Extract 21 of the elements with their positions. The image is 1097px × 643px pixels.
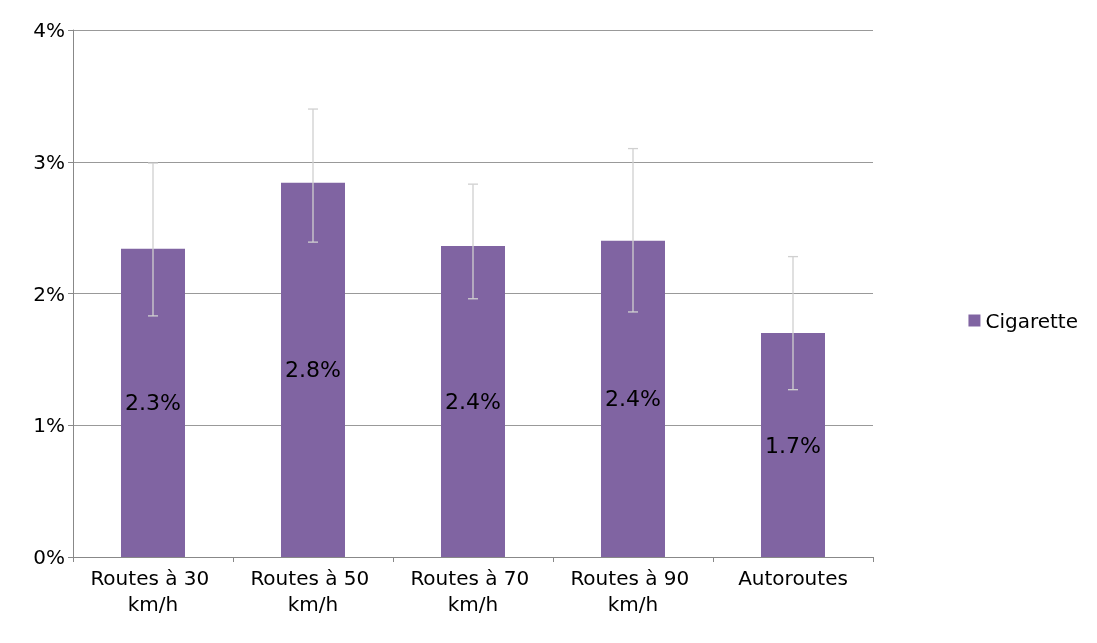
x-tick-label: Routes à 90 km/h [570,566,696,616]
data-label: 1.7% [765,432,821,458]
data-label: 2.4% [445,389,501,415]
x-tick-label: Routes à 50 km/h [250,566,376,616]
bar [441,246,505,557]
data-label: 2.8% [285,357,341,383]
x-tick-label: Routes à 30 km/h [90,566,216,616]
y-tick-label: 3% [33,149,65,174]
bar [281,182,345,557]
y-tick-label: 2% [33,281,65,306]
x-tick-label: Autoroutes [738,566,848,590]
y-tick-label: 4% [33,18,65,42]
y-tick-label: 1% [33,413,65,438]
legend-label: Cigarette [985,308,1079,333]
x-tick-label: Routes à 70 km/h [410,566,536,616]
bar [121,248,185,557]
y-tick-label: 0% [33,545,65,569]
bar [601,240,665,557]
data-label: 2.4% [605,386,661,412]
data-label: 2.3% [125,390,181,416]
bar [761,333,825,557]
